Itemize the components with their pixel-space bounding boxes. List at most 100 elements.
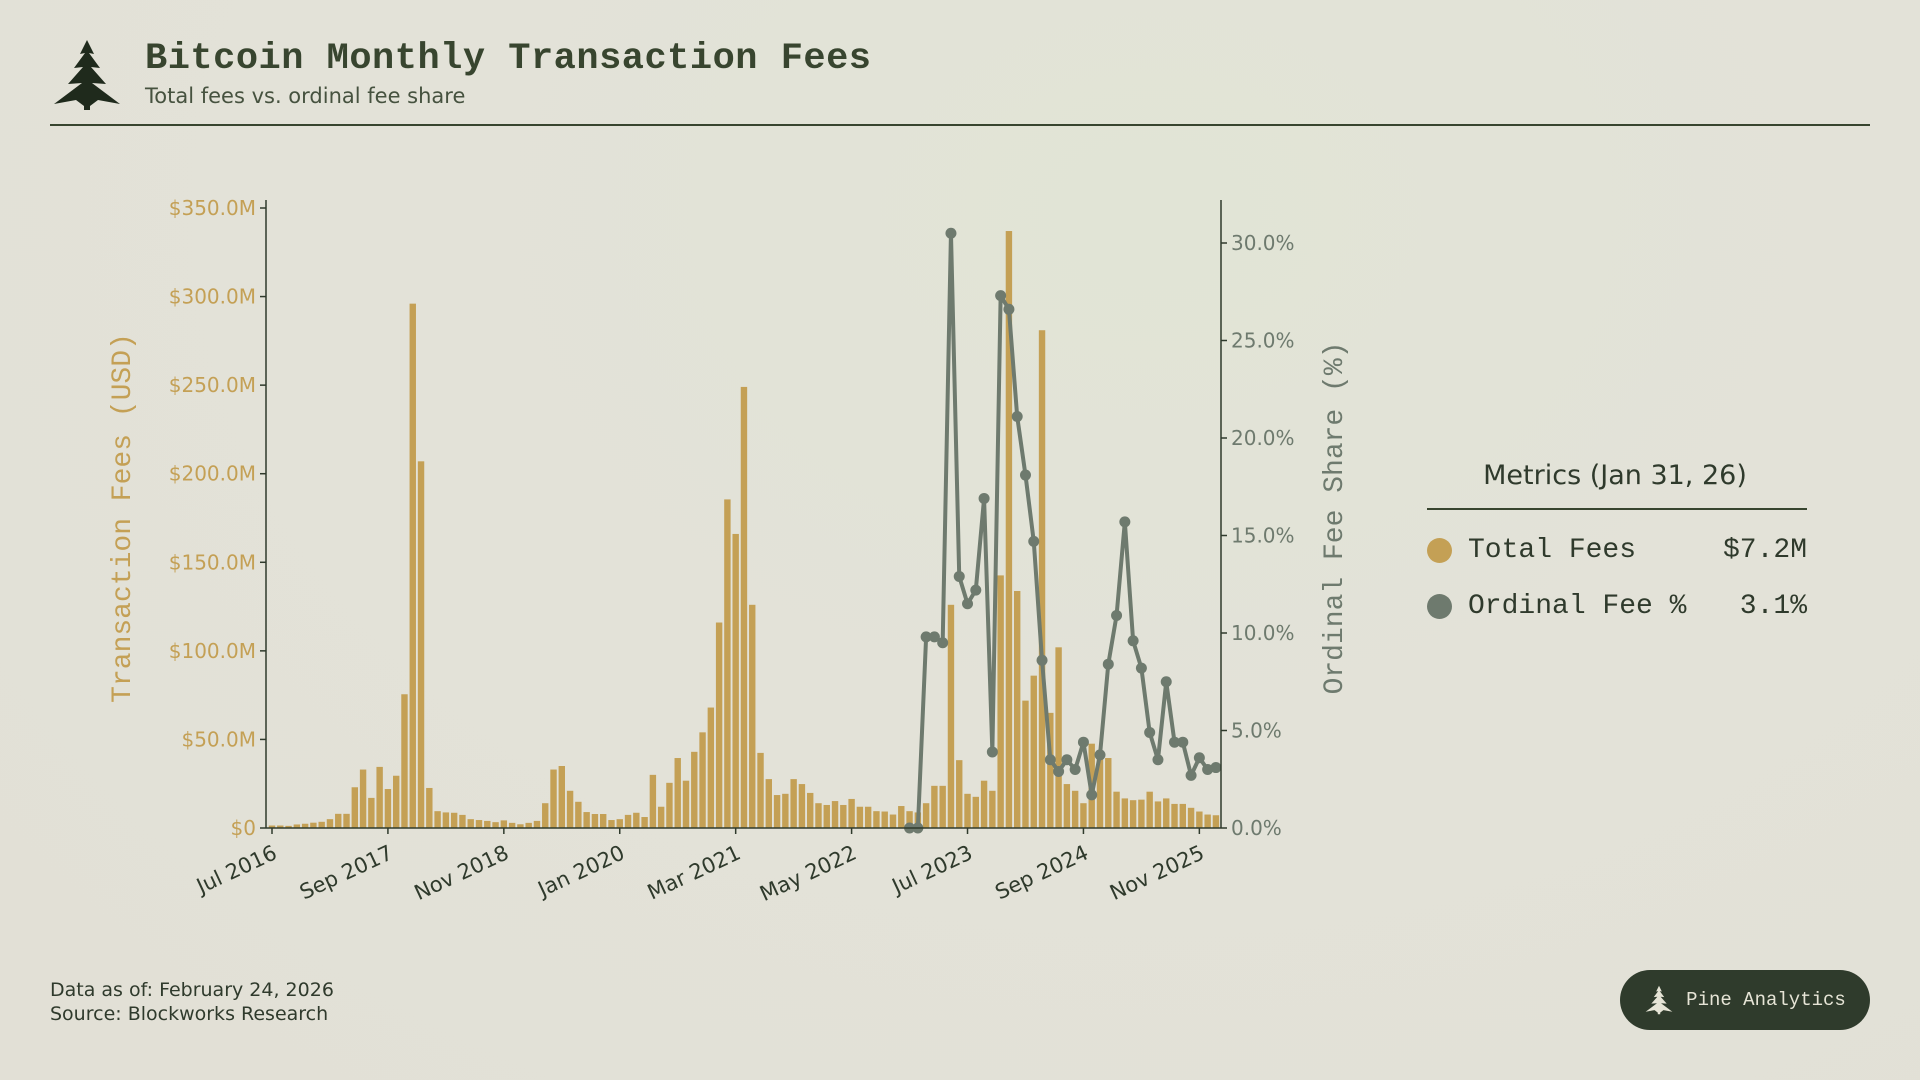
fee-bar: [633, 812, 640, 828]
fee-bar: [1055, 647, 1062, 828]
fee-bar: [1146, 791, 1153, 828]
fee-bar: [881, 811, 888, 828]
fee-bar: [815, 803, 822, 828]
fee-bar: [335, 813, 342, 828]
fee-bar: [566, 790, 574, 828]
ordinal-point: [1011, 411, 1023, 423]
fee-bar: [1113, 791, 1120, 828]
ordinal-point: [1036, 654, 1048, 666]
ordinal-point: [995, 290, 1007, 302]
fee-bar: [1154, 801, 1162, 828]
ordinal-point: [1102, 658, 1114, 670]
fee-bar: [293, 824, 301, 828]
y-tick-label-right: 25.0%: [1231, 329, 1295, 353]
fee-bar: [326, 819, 334, 828]
fee-bar: [682, 780, 690, 828]
fee-bar: [740, 386, 748, 828]
ordinal-point: [1003, 303, 1015, 315]
y-tick-label-right: 15.0%: [1231, 524, 1295, 548]
ordinal-point: [978, 492, 990, 504]
fee-bar: [525, 822, 532, 828]
x-tick-label: May 2022: [756, 841, 860, 907]
page-title: Bitcoin Monthly Transaction Fees: [145, 38, 872, 80]
fee-bar: [724, 499, 731, 828]
pine-analytics-badge[interactable]: Pine Analytics: [1620, 970, 1870, 1030]
y-tick-label-left: $200.0M: [169, 462, 256, 486]
ordinal-point: [1135, 662, 1147, 674]
fee-bar: [1080, 803, 1087, 828]
ordinal-point: [1077, 736, 1089, 748]
metrics-divider: [1427, 508, 1807, 510]
fee-bar: [889, 814, 897, 828]
fee-bar: [699, 732, 706, 828]
y-tick-label-left: $50.0M: [181, 727, 256, 751]
fee-bar: [1038, 330, 1046, 828]
fee-bar: [393, 775, 400, 828]
fee-bar: [542, 803, 549, 828]
fee-bar: [343, 813, 350, 828]
data-as-of: Data as of: February 24, 2026: [50, 979, 334, 1001]
fee-bar: [964, 793, 971, 828]
ordinal-point: [1028, 535, 1040, 547]
fee-bar: [873, 811, 880, 828]
fee-bar: [624, 814, 632, 828]
y-tick-label-left: $350.0M: [169, 196, 256, 220]
fee-bar: [1196, 811, 1203, 828]
y-tick-label-left: $250.0M: [169, 373, 256, 397]
fee-bar: [989, 790, 996, 828]
fee-bar: [1129, 800, 1137, 828]
fee-bar: [492, 822, 499, 828]
ordinal-point: [1210, 762, 1222, 774]
y-tick-label-right: 0.0%: [1231, 816, 1282, 840]
ordinal-point: [937, 637, 949, 649]
x-tick-label: Jul 2023: [887, 841, 976, 900]
fee-bar: [409, 303, 416, 829]
ordinal-point: [1169, 736, 1181, 748]
fee-bar: [732, 533, 739, 828]
fee-bar: [384, 789, 392, 828]
page-subtitle: Total fees vs. ordinal fee share: [145, 84, 466, 108]
fee-bar: [575, 801, 582, 828]
fee-bar: [848, 798, 855, 828]
metric-label: Total Fees: [1468, 534, 1637, 566]
fee-bar: [359, 769, 367, 828]
fee-bar: [1005, 231, 1013, 828]
ordinal-point: [1094, 749, 1106, 761]
fee-bar: [1179, 803, 1186, 828]
x-tick-label: Jan 2020: [533, 841, 629, 903]
fee-bar: [765, 779, 772, 828]
x-tick-label: Sep 2017: [296, 841, 397, 905]
fee-bar: [450, 812, 458, 828]
pine-tree-icon: [1645, 985, 1673, 1015]
badge-label: Pine Analytics: [1686, 989, 1846, 1011]
fee-bar: [790, 779, 797, 828]
fee-bar: [285, 825, 292, 828]
fee-bar: [931, 785, 938, 828]
ordinal-point: [1044, 754, 1056, 766]
fee-bar: [691, 751, 698, 828]
ordinal-point: [1053, 765, 1065, 777]
fee-bar: [517, 824, 524, 828]
metrics-title: Metrics (Jan 31, 26): [1483, 460, 1747, 491]
fee-bar: [997, 575, 1004, 828]
fee-bar: [922, 803, 930, 828]
fee-bar: [500, 820, 508, 828]
x-tick-label: Sep 2024: [991, 841, 1092, 905]
fee-bar: [757, 752, 764, 828]
fee-bar: [484, 820, 491, 828]
fee-bar: [782, 793, 789, 828]
fee-bar: [459, 814, 466, 828]
metric-value: $7.2M: [1722, 534, 1807, 566]
fee-bar: [1063, 784, 1071, 828]
fee-bar: [376, 766, 383, 828]
ordinal-point: [1177, 736, 1189, 748]
ordinal-point: [1152, 754, 1164, 766]
fee-bar: [475, 820, 483, 828]
ordinal-point: [1061, 754, 1073, 766]
ordinal-point: [920, 631, 932, 643]
x-tick-label: Jul 2016: [191, 841, 280, 900]
fee-bar: [715, 622, 723, 828]
fee-bar: [508, 822, 516, 828]
ordinal-point: [970, 584, 982, 596]
